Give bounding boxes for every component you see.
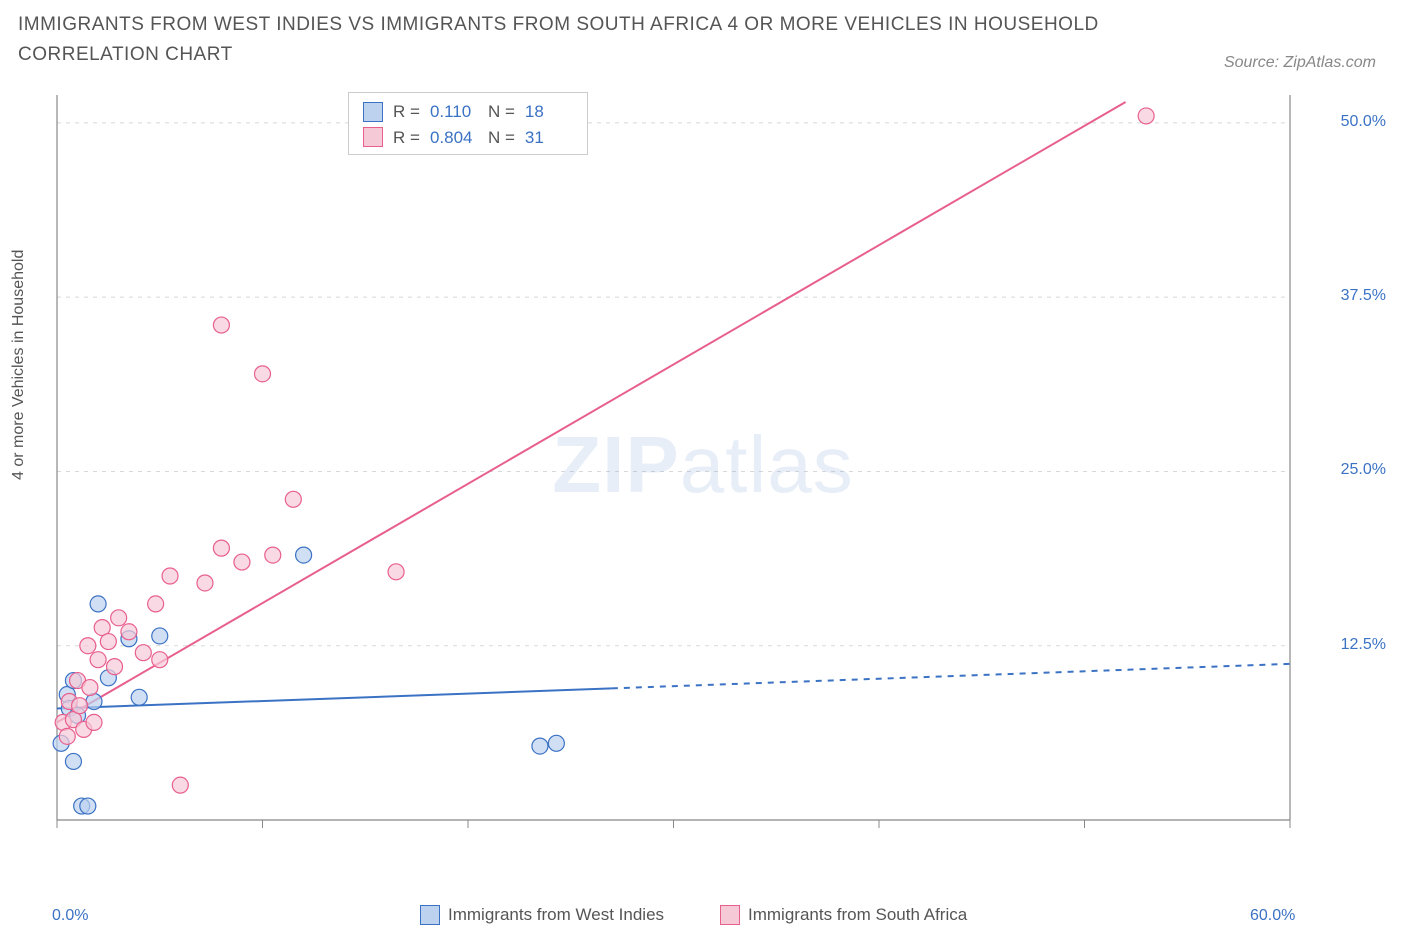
scatter-plot bbox=[45, 90, 1345, 860]
legend-label: Immigrants from West Indies bbox=[448, 905, 664, 925]
n-value: 18 bbox=[525, 99, 573, 125]
y-tick-label: 12.5% bbox=[1341, 636, 1386, 654]
stats-swatch bbox=[363, 127, 383, 147]
stats-legend: R = 0.110 N = 18 R = 0.804 N = 31 bbox=[348, 92, 588, 155]
n-value: 31 bbox=[525, 125, 573, 151]
legend-swatch bbox=[720, 905, 740, 925]
stats-row: R = 0.804 N = 31 bbox=[363, 125, 573, 151]
y-axis-label: 4 or more Vehicles in Household bbox=[10, 250, 28, 480]
source-citation: Source: ZipAtlas.com bbox=[1224, 54, 1376, 72]
stats-swatch bbox=[363, 102, 383, 122]
y-tick-label: 25.0% bbox=[1341, 461, 1386, 479]
legend-item: Immigrants from West Indies bbox=[420, 905, 664, 925]
r-value: 0.804 bbox=[430, 125, 478, 151]
n-label: N = bbox=[488, 99, 515, 125]
x-tick-label: 60.0% bbox=[1250, 907, 1295, 925]
y-tick-label: 37.5% bbox=[1341, 287, 1386, 305]
x-tick-label: 0.0% bbox=[52, 907, 88, 925]
stats-row: R = 0.110 N = 18 bbox=[363, 99, 573, 125]
legend-label: Immigrants from South Africa bbox=[748, 905, 967, 925]
legend-swatch bbox=[420, 905, 440, 925]
legend-item: Immigrants from South Africa bbox=[720, 905, 967, 925]
r-value: 0.110 bbox=[430, 99, 478, 125]
y-tick-label: 50.0% bbox=[1341, 113, 1386, 131]
chart-title: IMMIGRANTS FROM WEST INDIES VS IMMIGRANT… bbox=[18, 10, 1118, 71]
r-label: R = bbox=[393, 125, 420, 151]
r-label: R = bbox=[393, 99, 420, 125]
n-label: N = bbox=[488, 125, 515, 151]
